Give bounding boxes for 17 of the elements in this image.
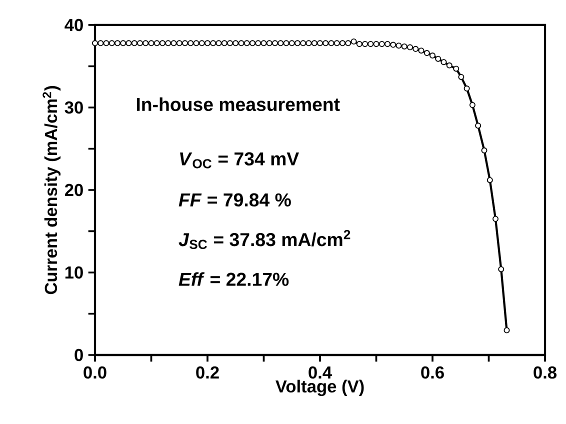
y-tick-label: 10 bbox=[65, 266, 83, 279]
y-tick-label: 20 bbox=[64, 184, 83, 196]
annotation: J$_{SC}$ = 37.83 mA/cm$^{2}$ bbox=[178, 230, 350, 250]
annotation: V$_{OC}$ = 734 mV bbox=[180, 152, 299, 168]
x-tick-label: 0.4 bbox=[308, 366, 332, 379]
y-tick-label: 0 bbox=[74, 348, 83, 362]
annotation: FF = 79.84 % bbox=[178, 193, 291, 207]
x-axis-title: Voltage (V) bbox=[276, 380, 364, 396]
x-tick-label: 0.2 bbox=[196, 366, 219, 379]
x-tick-label: 0.6 bbox=[421, 366, 444, 379]
annotation: In-house measurement bbox=[136, 97, 340, 112]
x-tick-label: 0.8 bbox=[534, 366, 557, 379]
y-tick-label: 40 bbox=[64, 18, 83, 32]
x-tick-label: 0.0 bbox=[84, 366, 106, 379]
y-tick-label: 30 bbox=[64, 101, 83, 114]
y-axis-title: Current density (mA/cm$^{2}$) bbox=[42, 86, 61, 294]
annotation: Eff = 22.17% bbox=[178, 272, 289, 286]
